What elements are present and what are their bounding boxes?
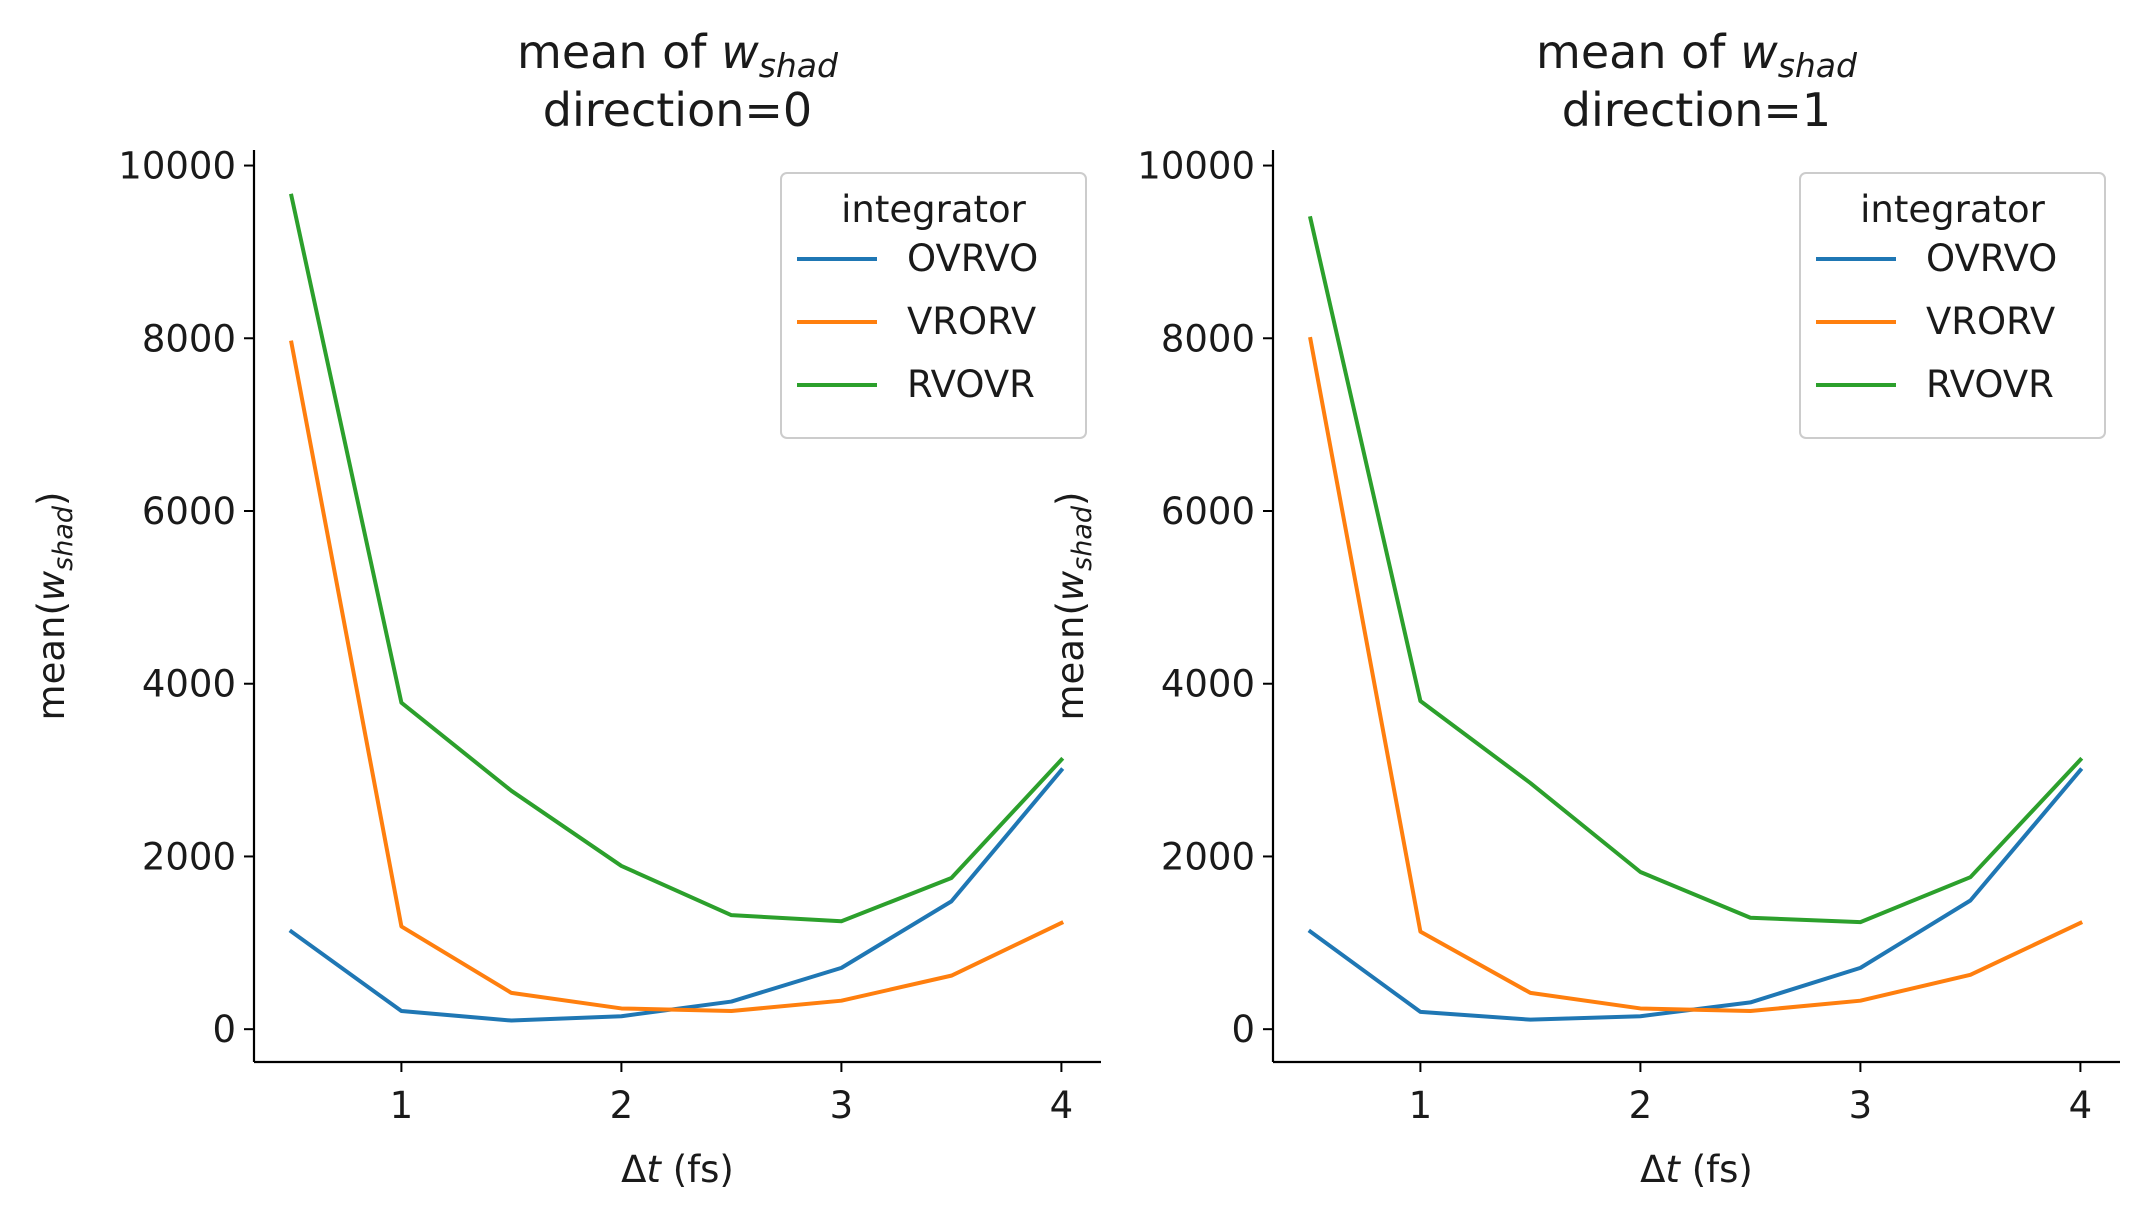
y-tick-label: 6000 [142, 490, 236, 533]
x-tick-label: 4 [2069, 1084, 2093, 1127]
chart-title: mean of wshad [517, 25, 839, 85]
y-tick-label: 6000 [1161, 490, 1255, 533]
legend-label: VRORV [1926, 300, 2055, 343]
series-line-VRORV [289, 340, 1065, 1014]
chart-subtitle: direction=1 [1562, 83, 1831, 137]
y-axis-label: mean(wshad) [30, 492, 79, 721]
series-line-RVOVR [289, 193, 1065, 924]
legend-label: RVOVR [1926, 363, 2054, 406]
y-tick-label: 0 [1231, 1008, 1255, 1051]
legend: integrator OVRVO VRORV RVOVR [1799, 172, 2106, 439]
chart-subtitle: direction=0 [543, 83, 812, 137]
y-tick-label: 4000 [142, 663, 236, 706]
x-tick-label: 4 [1050, 1084, 1074, 1127]
series-line-RVOVR [1308, 215, 2084, 925]
y-axis-label: mean(wshad) [1049, 492, 1098, 721]
legend-label: RVOVR [907, 363, 1035, 406]
legend-frame [1799, 172, 2106, 439]
chart-title: mean of wshad [1536, 25, 1858, 85]
y-tick-label: 10000 [1137, 145, 1255, 188]
x-tick-label: 3 [1849, 1084, 1873, 1127]
series-line-OVRVO [288, 767, 1065, 1023]
y-tick-label: 4000 [1161, 663, 1255, 706]
y-tick-label: 2000 [142, 835, 236, 878]
legend: integrator OVRVO VRORV RVOVR [780, 172, 1087, 439]
legend-label: OVRVO [907, 237, 1038, 280]
legend-title: integrator [841, 188, 1027, 231]
y-tick-label: 8000 [142, 317, 236, 360]
x-tick-label: 2 [1629, 1084, 1653, 1127]
x-tick-label: 1 [390, 1084, 414, 1127]
y-tick-label: 10000 [118, 145, 236, 188]
legend-title: integrator [1860, 188, 2046, 231]
y-tick-label: 0 [212, 1008, 236, 1051]
x-tick-label: 2 [610, 1084, 634, 1127]
legend-frame [780, 172, 1087, 439]
series-line-VRORV [1308, 336, 2084, 1014]
x-axis-label: Δt (fs) [621, 1148, 734, 1191]
y-tick-label: 8000 [1161, 317, 1255, 360]
legend-label: OVRVO [1926, 237, 2057, 280]
x-tick-label: 1 [1409, 1084, 1433, 1127]
x-tick-label: 3 [830, 1084, 854, 1127]
x-axis-label: Δt (fs) [1640, 1148, 1753, 1191]
y-tick-label: 2000 [1161, 835, 1255, 878]
legend-label: VRORV [907, 300, 1036, 343]
